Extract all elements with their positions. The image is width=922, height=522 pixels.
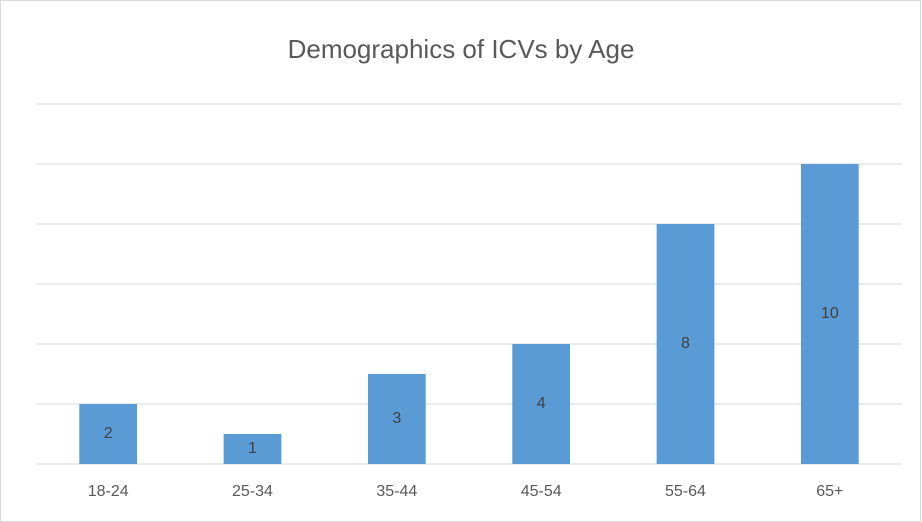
data-label: 3 [392, 410, 401, 427]
data-label: 8 [681, 335, 690, 352]
bar [223, 434, 282, 464]
bar [656, 224, 715, 464]
data-label: 4 [537, 395, 546, 412]
bar [79, 404, 138, 464]
data-label: 2 [104, 425, 113, 442]
chart-title: Demographics of ICVs by Age [288, 34, 635, 64]
bar [367, 374, 426, 464]
x-tick-label: 55-64 [665, 483, 706, 500]
data-label: 1 [248, 440, 257, 457]
bar [800, 164, 859, 464]
x-tick-label: 35-44 [376, 483, 417, 500]
x-tick-label: 65+ [816, 483, 843, 500]
x-tick-label: 45-54 [521, 483, 562, 500]
x-tick-label: 18-24 [88, 483, 129, 500]
data-label: 10 [821, 305, 839, 322]
x-tick-label: 25-34 [232, 483, 273, 500]
bar [512, 344, 571, 464]
